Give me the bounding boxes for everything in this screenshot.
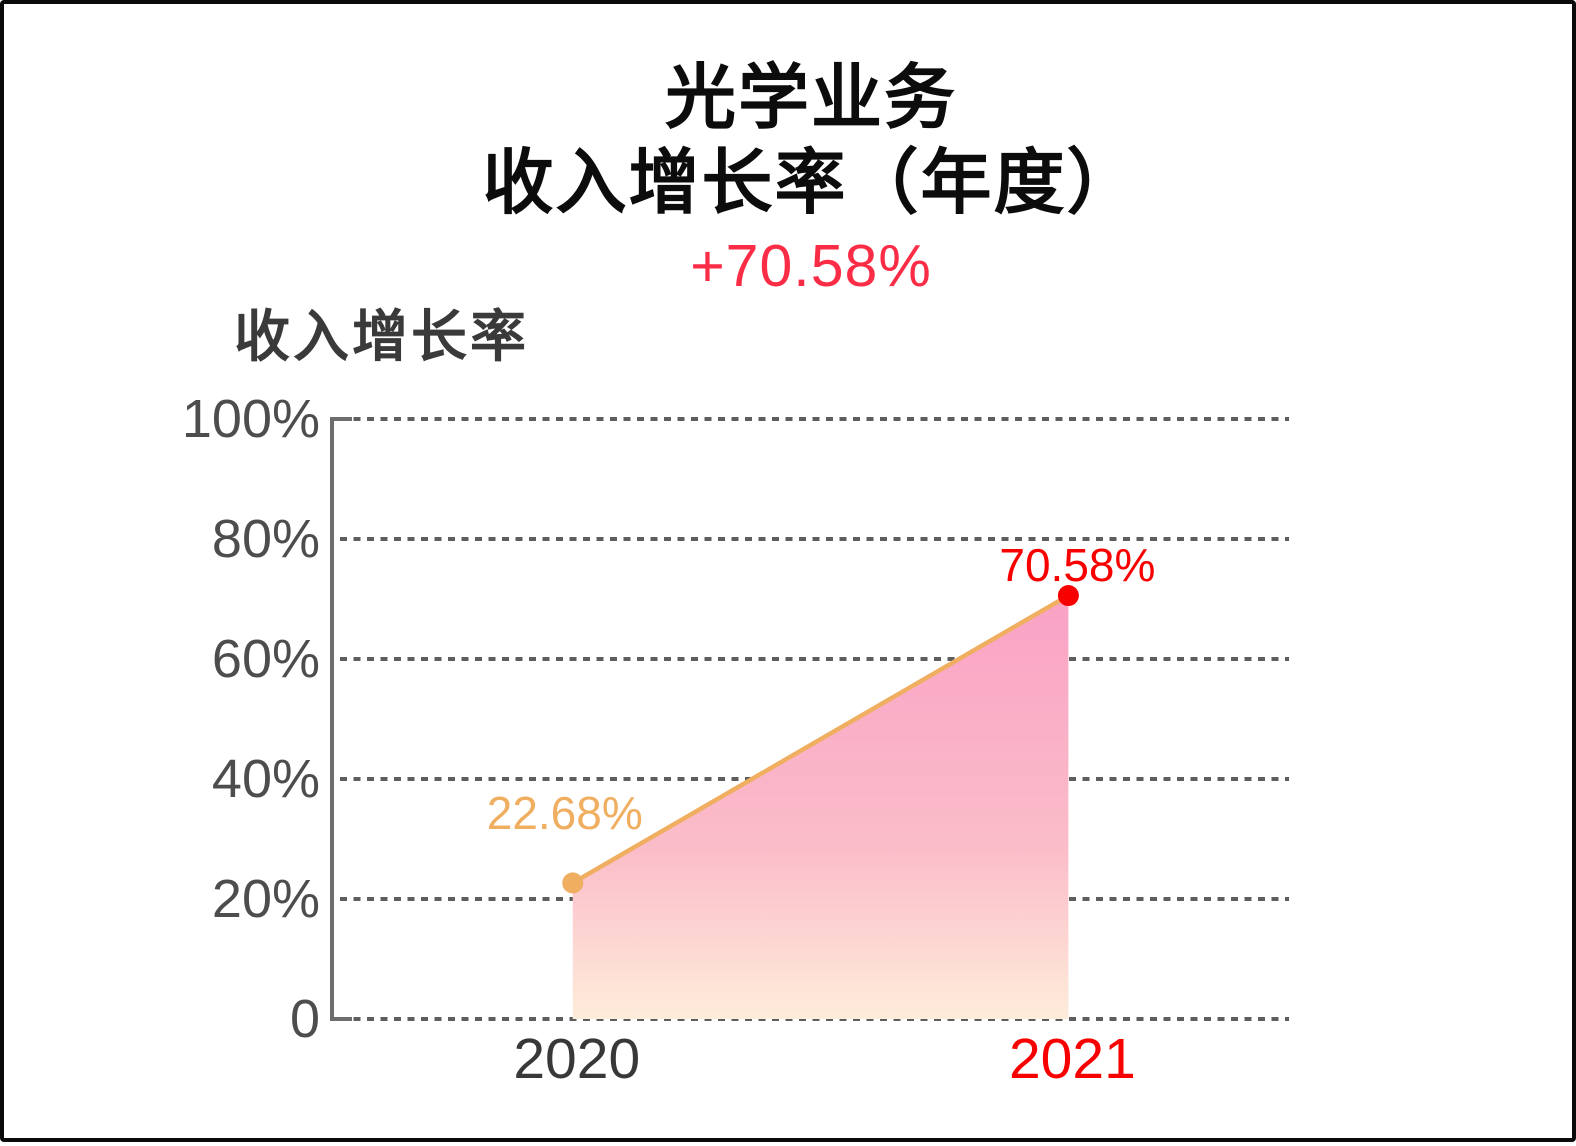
chart-header: 光学业务 收入增长率（年度） +70.58% (4, 4, 1576, 299)
area-fill (572, 595, 1069, 1019)
growth-delta-label: +70.58% (690, 233, 932, 299)
chart-title-line-2: 收入增长率（年度） (482, 144, 1140, 223)
data-point-2021 (1057, 585, 1079, 607)
chart-title-line-1: 光学业务 (664, 59, 957, 138)
data-point-2020 (562, 872, 584, 894)
y-axis-title: 收入增长率 (234, 305, 529, 368)
area-chart-plot (330, 417, 1289, 1021)
trend-line (570, 593, 1071, 886)
